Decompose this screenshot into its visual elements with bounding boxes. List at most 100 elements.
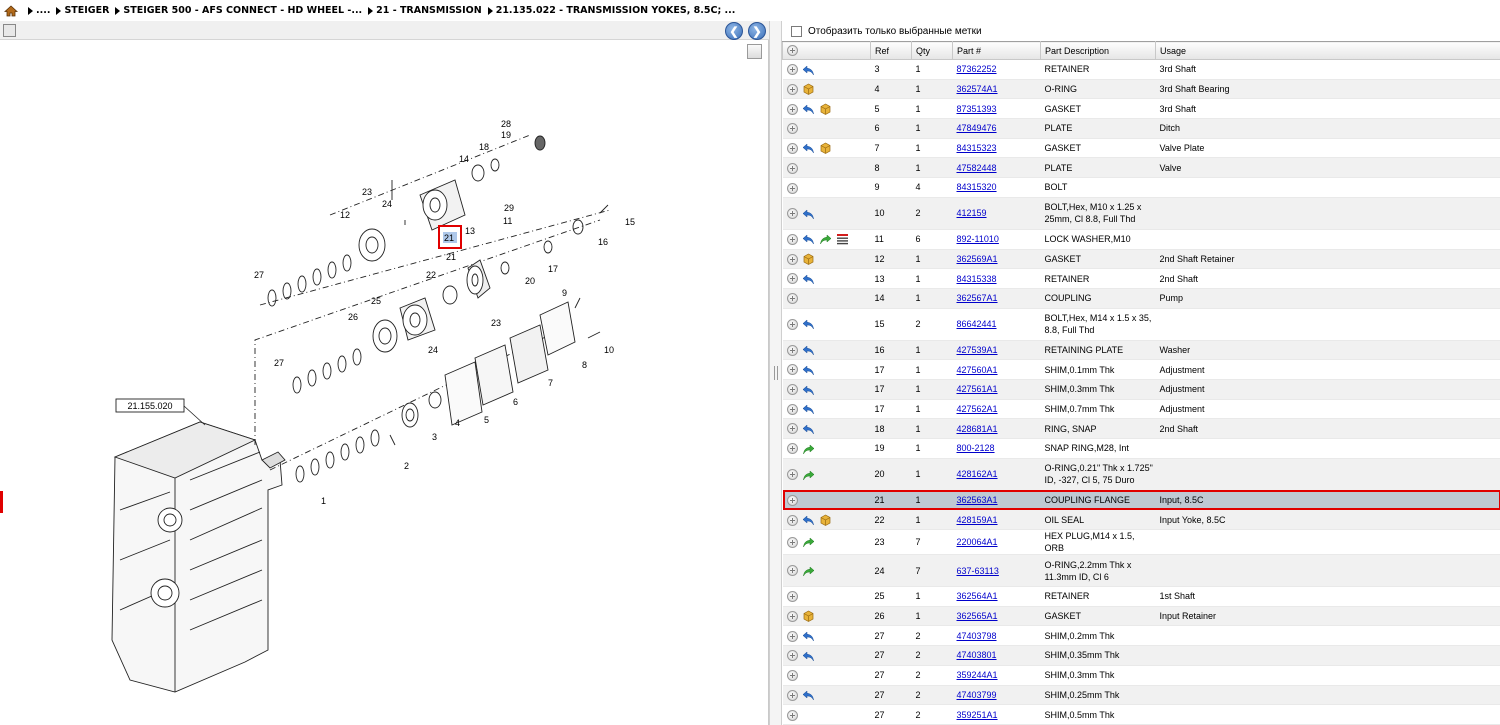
callout-number[interactable]: 19 — [501, 130, 511, 140]
expand-row-icon[interactable] — [786, 536, 798, 548]
table-row[interactable]: 15 2 86642441 BOLT,Hex, M14 x 1.5 x 35, 8.8,… — [782, 308, 1500, 341]
previous-page-button[interactable]: ❮ — [725, 22, 743, 40]
table-row[interactable]: 4 1 362574A1 O-RING 3rd Shaft Bearing — [782, 79, 1500, 100]
expand-row-icon[interactable] — [786, 318, 798, 330]
expand-row-icon[interactable] — [786, 443, 798, 455]
callout-number[interactable]: 23 — [491, 318, 501, 328]
forward-arrow-icon[interactable] — [802, 443, 815, 455]
expand-row-icon[interactable] — [786, 344, 798, 356]
forward-arrow-icon[interactable] — [802, 469, 815, 481]
part-number-link[interactable]: 47403798 — [956, 630, 997, 641]
part-number-link[interactable]: 362563A1 — [956, 495, 998, 506]
pane-splitter[interactable] — [769, 21, 782, 725]
expand-row-icon[interactable] — [786, 610, 798, 622]
table-row[interactable]: 18 1 428681A1 RING, SNAP 2nd Shaft — [782, 418, 1500, 439]
table-row[interactable]: 14 1 362567A1 COUPLING Pump — [782, 288, 1500, 309]
package-icon[interactable] — [802, 610, 815, 623]
back-arrow-icon[interactable] — [802, 689, 815, 701]
part-number-link[interactable]: 84315338 — [956, 273, 997, 284]
group-reference-label[interactable]: 21.155.020 — [127, 401, 172, 411]
table-row[interactable]: 27 2 47403798 SHIM,0.2mm Thk — [782, 625, 1500, 647]
expand-row-icon[interactable] — [786, 64, 798, 76]
part-number-link[interactable]: 800-2128 — [956, 443, 995, 454]
package-icon[interactable] — [802, 253, 815, 266]
expand-row-icon[interactable] — [786, 208, 798, 220]
table-row[interactable]: 17 1 427561A1 SHIM,0.3mm Thk Adjustment — [782, 379, 1500, 400]
part-number-link[interactable]: 427560A1 — [956, 364, 998, 375]
diagram-options-button[interactable] — [747, 44, 762, 59]
callout-number[interactable]: 27 — [254, 270, 264, 280]
expand-row-icon[interactable] — [786, 689, 798, 701]
expand-row-icon[interactable] — [786, 670, 798, 682]
table-row[interactable]: 23 7 220064A1 HEX PLUG,M14 x 1.5, ORB — [782, 529, 1500, 556]
callout-number[interactable]: 25 — [371, 296, 381, 306]
table-row[interactable]: 27 2 47403799 SHIM,0.25mm Thk — [782, 685, 1500, 706]
part-number-link[interactable]: 87351393 — [956, 103, 997, 114]
package-icon[interactable] — [802, 83, 815, 96]
part-number-link[interactable]: 428681A1 — [956, 423, 998, 434]
table-row[interactable]: 19 1 800-2128 SNAP RING,M28, Int — [782, 438, 1500, 459]
table-row[interactable]: 16 1 427539A1 RETAINING PLATE Washer — [782, 340, 1500, 361]
part-number-link[interactable]: 87362252 — [956, 64, 997, 75]
table-row[interactable]: 25 1 362564A1 RETAINER 1st Shaft — [782, 586, 1500, 607]
breadcrumb-item[interactable]: STEIGER 500 - AFS CONNECT - HD WHEEL -..… — [109, 5, 362, 16]
part-number-link[interactable]: 359251A1 — [956, 709, 998, 720]
callout-number[interactable]: 17 — [548, 264, 558, 274]
breadcrumb-item[interactable]: .... — [22, 5, 50, 16]
callout-number[interactable]: 13 — [465, 226, 475, 236]
callout-number[interactable]: 22 — [426, 270, 436, 280]
expand-row-icon[interactable] — [786, 123, 798, 135]
callout-number[interactable]: 24 — [428, 345, 438, 355]
table-row[interactable]: 3 1 87362252 RETAINER 3rd Shaft — [782, 59, 1500, 80]
expand-row-icon[interactable] — [786, 650, 798, 662]
callout-number[interactable]: 28 — [501, 119, 511, 129]
back-arrow-icon[interactable] — [802, 64, 815, 76]
part-number-link[interactable]: 84315320 — [956, 182, 997, 193]
part-number-link[interactable]: 362565A1 — [956, 611, 998, 622]
back-arrow-icon[interactable] — [802, 514, 815, 526]
callout-number[interactable]: 6 — [513, 397, 518, 407]
back-arrow-icon[interactable] — [802, 650, 815, 662]
callout-number[interactable]: 16 — [598, 237, 608, 247]
callout-number[interactable]: 1 — [321, 496, 326, 506]
callout-number[interactable]: 21 — [446, 252, 456, 262]
part-number-link[interactable]: 86642441 — [956, 319, 997, 330]
table-row[interactable]: 27 2 47403801 SHIM,0.35mm Thk — [782, 645, 1500, 666]
back-arrow-icon[interactable] — [802, 142, 815, 154]
back-arrow-icon[interactable] — [802, 403, 815, 415]
expand-row-icon[interactable] — [786, 182, 798, 194]
breadcrumb-item[interactable]: 21 - TRANSMISSION — [362, 5, 482, 16]
expand-row-icon[interactable] — [786, 565, 798, 577]
expand-row-icon[interactable] — [786, 469, 798, 480]
panel-toggle-icon[interactable] — [3, 24, 16, 37]
expand-all-icon[interactable] — [787, 45, 798, 57]
back-arrow-icon[interactable] — [802, 630, 815, 642]
part-number-link[interactable]: 427562A1 — [956, 403, 998, 414]
table-row[interactable]: 11 6 892-11010 LOCK WASHER,M10 — [782, 229, 1500, 250]
table-row[interactable]: 7 1 84315323 GASKET Valve Plate — [782, 138, 1500, 159]
part-number-link[interactable]: 362567A1 — [956, 293, 998, 304]
next-page-button[interactable]: ❯ — [748, 22, 766, 40]
expand-row-icon[interactable] — [786, 293, 798, 305]
expand-row-icon[interactable] — [786, 423, 798, 435]
part-number-link[interactable]: 47582448 — [956, 162, 997, 173]
forward-arrow-icon[interactable] — [802, 565, 815, 577]
expand-row-icon[interactable] — [786, 364, 798, 376]
table-row[interactable]: 13 1 84315338 RETAINER 2nd Shaft — [782, 268, 1500, 289]
callout-number[interactable]: 3 — [432, 432, 437, 442]
list-icon[interactable] — [836, 233, 849, 245]
column-header-ref[interactable]: Ref — [870, 41, 912, 60]
expand-row-icon[interactable] — [786, 273, 798, 285]
expand-row-icon[interactable] — [786, 591, 798, 603]
expand-row-icon[interactable] — [786, 495, 798, 507]
callout-number[interactable]: 4 — [455, 418, 460, 428]
column-header-usage[interactable]: Usage — [1155, 41, 1500, 60]
callout-number[interactable]: 18 — [479, 142, 489, 152]
table-row[interactable]: 24 7 637-63113 O-RING,2.2mm Thk x 11.3mm ID,… — [782, 554, 1500, 588]
callout-number[interactable]: 11 — [503, 216, 512, 226]
column-header-qty[interactable]: Qty — [911, 41, 953, 60]
column-header-part[interactable]: Part # — [952, 41, 1041, 60]
table-row[interactable]: 26 1 362565A1 GASKET Input Retainer — [782, 606, 1500, 627]
part-number-link[interactable]: 362569A1 — [956, 253, 998, 264]
table-row-selected[interactable]: 21 1 362563A1 COUPLING FLANGE Input, 8.5C — [782, 490, 1500, 511]
